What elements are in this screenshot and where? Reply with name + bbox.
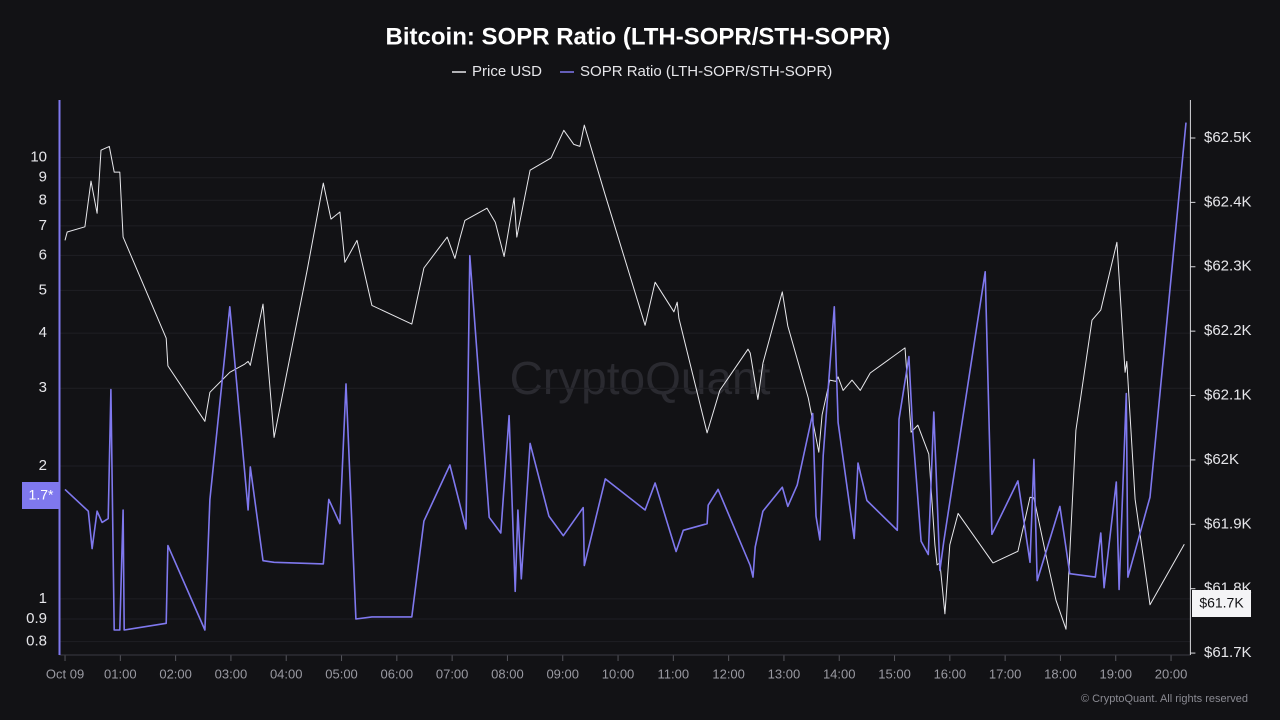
footer: © CryptoQuant. All rights reserved (1081, 693, 1248, 705)
x-tick-label: 03:00 (215, 666, 248, 681)
series-line (64, 124, 1185, 630)
x-tick-label: 06:00 (381, 666, 414, 681)
y2-tick-label: $62.4K (1204, 193, 1252, 210)
y-tick-label: 3 (39, 379, 47, 396)
legend-label: SOPR Ratio (LTH-SOPR/STH-SOPR) (580, 63, 832, 80)
x-tick-label: 12:00 (712, 666, 745, 681)
series-line (64, 122, 1187, 631)
x-tick-label: 20:00 (1155, 666, 1188, 681)
x-tick-label: 19:00 (1099, 666, 1132, 681)
y-tick-label: 10 (30, 148, 47, 165)
y-tick-label: 4 (39, 324, 47, 341)
y-tick-label: 7 (39, 217, 47, 234)
badge-label: $61.7K (1199, 595, 1244, 611)
y2-tick-label: $61.7K (1204, 644, 1252, 661)
y-tick-label: 2 (39, 457, 47, 474)
badge-box (22, 482, 60, 509)
y2-tick-label: $62.1K (1204, 386, 1252, 403)
y-tick-label: 5 (39, 281, 47, 298)
y2-tick-label: $62.3K (1204, 258, 1252, 275)
y-tick-label: 9 (39, 169, 47, 186)
y2-tick-label: $62K (1204, 451, 1239, 468)
x-tick-label: 11:00 (658, 666, 690, 681)
x-tick-label: 01:00 (104, 666, 137, 681)
x-tick-label: 17:00 (989, 666, 1022, 681)
y-tick-label: 8 (39, 191, 47, 208)
x-tick-label: 13:00 (768, 666, 801, 681)
x-tick-label: Oct 09 (46, 666, 84, 681)
legend-label: Price USD (472, 63, 542, 80)
x-tick-label: 07:00 (436, 666, 469, 681)
x-tick-label: 15:00 (878, 666, 911, 681)
y-tick-label: 6 (39, 246, 47, 263)
y-tick-label: 0.9 (26, 610, 47, 627)
watermark: CryptoQuant (510, 352, 771, 404)
x-tick-label: 18:00 (1044, 666, 1077, 681)
x-tick-label: 16:00 (934, 666, 967, 681)
y-tick-label: 1 (39, 590, 47, 607)
y2-tick-label: $61.9K (1204, 515, 1252, 532)
x-tick-label: 10:00 (602, 666, 635, 681)
y2-tick-label: $62.2K (1204, 322, 1252, 339)
chart-title: Bitcoin: SOPR Ratio (LTH-SOPR/STH-SOPR) (386, 23, 891, 50)
badge-box (1192, 590, 1251, 617)
x-tick-label: 04:00 (270, 666, 303, 681)
y-tick-label: 0.8 (26, 633, 47, 650)
x-tick-label: 08:00 (491, 666, 524, 681)
x-tick-label: 02:00 (159, 666, 192, 681)
x-tick-label: 09:00 (546, 666, 579, 681)
badge-label: 1.7* (29, 487, 54, 503)
x-tick-label: 05:00 (325, 666, 358, 681)
y2-tick-label: $62.5K (1204, 129, 1252, 146)
x-tick-label: 14:00 (823, 666, 856, 681)
